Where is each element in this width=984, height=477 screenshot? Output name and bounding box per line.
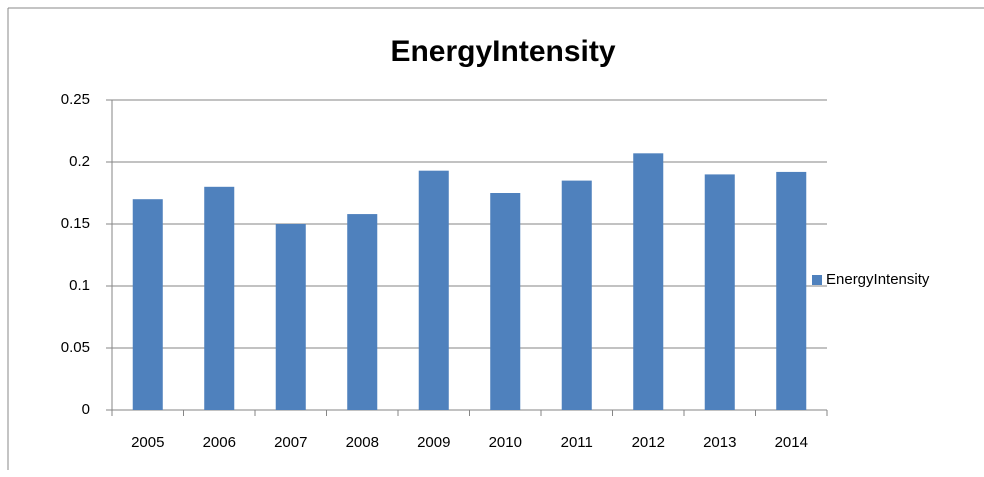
x-tick-label: 2009 [417,434,450,451]
legend-swatch [812,275,822,285]
bar [132,199,163,410]
x-tick-label: 2012 [632,434,665,451]
y-tick-label: 0.2 [69,153,90,170]
x-tick-label: 2010 [489,434,522,451]
x-tick-label: 2011 [561,434,593,451]
x-tick-label: 2008 [346,434,379,451]
y-tick-label: 0.25 [61,91,90,108]
y-tick-label: 0.15 [61,215,90,232]
bar [418,170,449,410]
bar [347,214,378,410]
bar [275,224,306,410]
bar [561,180,592,410]
x-tick-label: 2013 [703,434,736,451]
bar [704,174,735,410]
bar [776,171,807,410]
x-tick-label: 2006 [203,434,236,451]
bar [633,153,664,410]
y-tick-label: 0.1 [69,277,90,294]
legend-label: EnergyIntensity [826,271,930,288]
bar [490,193,521,410]
y-tick-label: 0 [82,401,90,418]
chart-title: EnergyIntensity [390,35,615,68]
x-tick-label: 2007 [274,434,307,451]
x-tick-label: 2005 [131,434,164,451]
bar [204,186,235,410]
y-tick-label: 0.05 [61,339,90,356]
x-tick-label: 2014 [775,434,808,451]
